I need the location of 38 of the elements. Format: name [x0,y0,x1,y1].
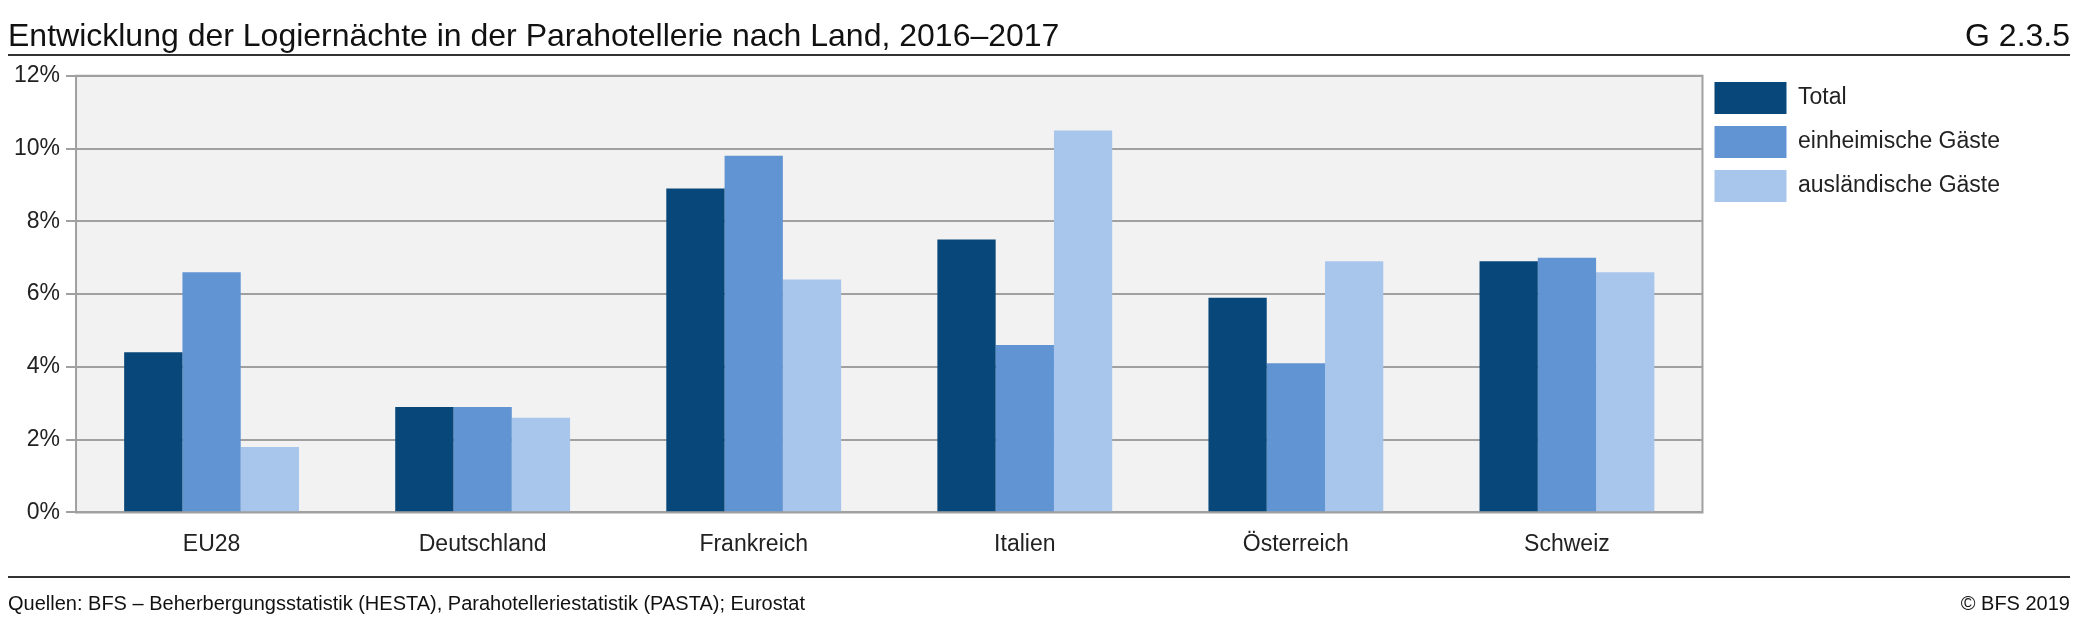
bar [1266,363,1326,512]
bar [1596,272,1655,512]
y-tick-label: 12% [13,61,61,88]
text: G 2.3.5 [1965,17,2070,54]
bar [724,155,783,512]
legend-label: Total [1797,83,1847,110]
y-tick-label: 8% [26,206,61,233]
bar [782,279,842,512]
bar [240,446,299,512]
bar [453,406,512,512]
text: © BFS 2019 [1960,592,2070,615]
bar [937,239,996,512]
bar [995,345,1054,512]
bar [666,188,725,512]
y-tick-label: 4% [26,352,61,379]
bar [1208,297,1267,512]
chart-title: Entwicklung der Logiernächte in der Parahotellerie nach Land, 2016–2017 [8,17,1060,54]
x-tick-label: Österreich [1242,529,1349,556]
legend-label: einheimische Gäste [1797,127,2000,154]
legend-label: ausländische Gäste [1797,171,2000,198]
x-tick-label: Deutschland [418,529,547,556]
bar [124,352,183,512]
x-tick-label: Frankreich [699,529,809,556]
bar [1537,257,1597,512]
bar [395,406,454,512]
x-tick-label: EU28 [182,529,241,556]
x-tick-label: Schweiz [1524,529,1610,556]
y-tick-label: 2% [26,424,61,451]
y-tick-label: 0% [26,497,61,524]
y-tick-label: 6% [26,279,61,306]
x-tick-label: Italien [994,529,1056,556]
bar [1053,130,1113,512]
bar [1479,261,1538,512]
bar [1325,261,1384,512]
bar [182,272,241,512]
bar [511,417,571,512]
y-tick-label: 10% [13,133,61,160]
source-note: Quellen: BFS – Beherbergungsstatistik (HESTA), Parahotelleriestatistik (PASTA); Eurostat [8,592,805,615]
